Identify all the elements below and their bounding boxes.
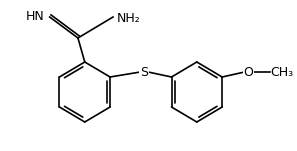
Text: CH₃: CH₃	[270, 66, 293, 79]
Text: HN: HN	[26, 11, 45, 24]
Text: S: S	[140, 66, 148, 79]
Text: NH₂: NH₂	[117, 11, 141, 24]
Text: O: O	[244, 66, 253, 79]
